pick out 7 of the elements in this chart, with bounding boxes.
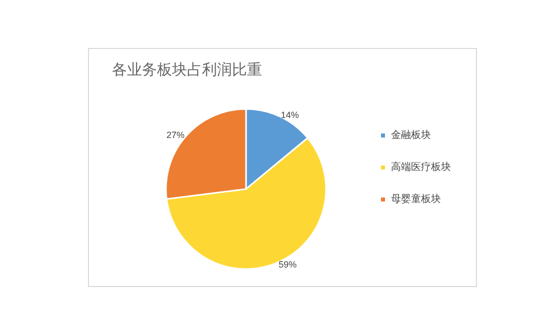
legend-label: 母婴童板块 [391,193,441,205]
data-label: 59% [278,259,297,270]
data-label: 14% [280,110,299,120]
legend-label: 高端医疗板块 [391,161,451,173]
data-label: 27% [166,130,184,140]
chart-title: 各业务板块占利润比重 [112,60,262,78]
legend-label: 金融板块 [391,129,431,141]
